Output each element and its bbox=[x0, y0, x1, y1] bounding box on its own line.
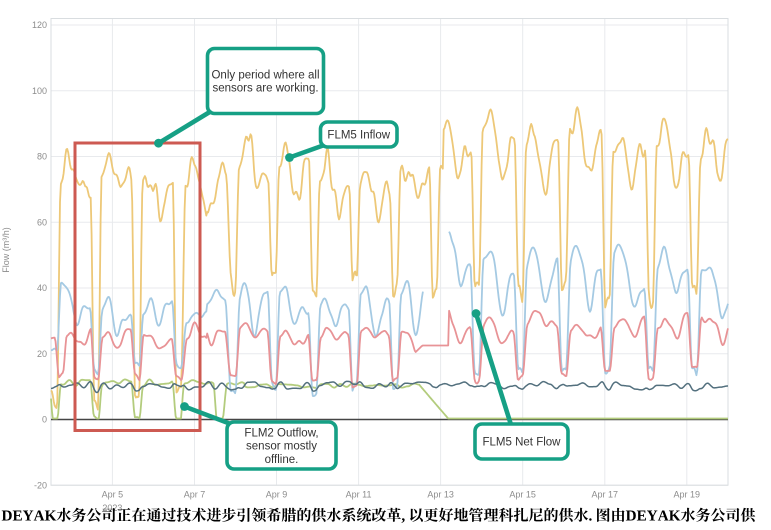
svg-text:Apr 9: Apr 9 bbox=[266, 490, 288, 500]
svg-text:2023: 2023 bbox=[102, 503, 122, 513]
svg-text:Apr 5: Apr 5 bbox=[102, 490, 124, 500]
svg-text:120: 120 bbox=[32, 20, 47, 30]
svg-text:FLM2 Outflow,: FLM2 Outflow, bbox=[244, 427, 318, 439]
svg-text:sensors are working.: sensors are working. bbox=[212, 83, 318, 95]
svg-text:Apr 15: Apr 15 bbox=[509, 490, 536, 500]
svg-text:Apr 7: Apr 7 bbox=[184, 490, 206, 500]
svg-text:sensor mostly: sensor mostly bbox=[246, 441, 317, 453]
svg-text:80: 80 bbox=[37, 152, 47, 162]
svg-text:Apr 17: Apr 17 bbox=[592, 490, 619, 500]
svg-text:Apr 19: Apr 19 bbox=[674, 490, 701, 500]
svg-text:Only period where all: Only period where all bbox=[211, 70, 319, 82]
svg-text:-20: -20 bbox=[34, 480, 47, 490]
svg-text:Flow (m³/h): Flow (m³/h) bbox=[1, 227, 11, 273]
svg-text:40: 40 bbox=[37, 283, 47, 293]
svg-text:20: 20 bbox=[37, 349, 47, 359]
svg-text:FLM5 Net Flow: FLM5 Net Flow bbox=[483, 437, 562, 449]
svg-text:Apr 13: Apr 13 bbox=[427, 490, 454, 500]
svg-text:offline.: offline. bbox=[265, 454, 299, 466]
svg-text:0: 0 bbox=[42, 415, 47, 425]
svg-text:FLM5 Inflow: FLM5 Inflow bbox=[327, 130, 390, 142]
svg-text:60: 60 bbox=[37, 218, 47, 228]
svg-text:100: 100 bbox=[32, 86, 47, 96]
svg-text:Apr 11: Apr 11 bbox=[346, 490, 372, 500]
